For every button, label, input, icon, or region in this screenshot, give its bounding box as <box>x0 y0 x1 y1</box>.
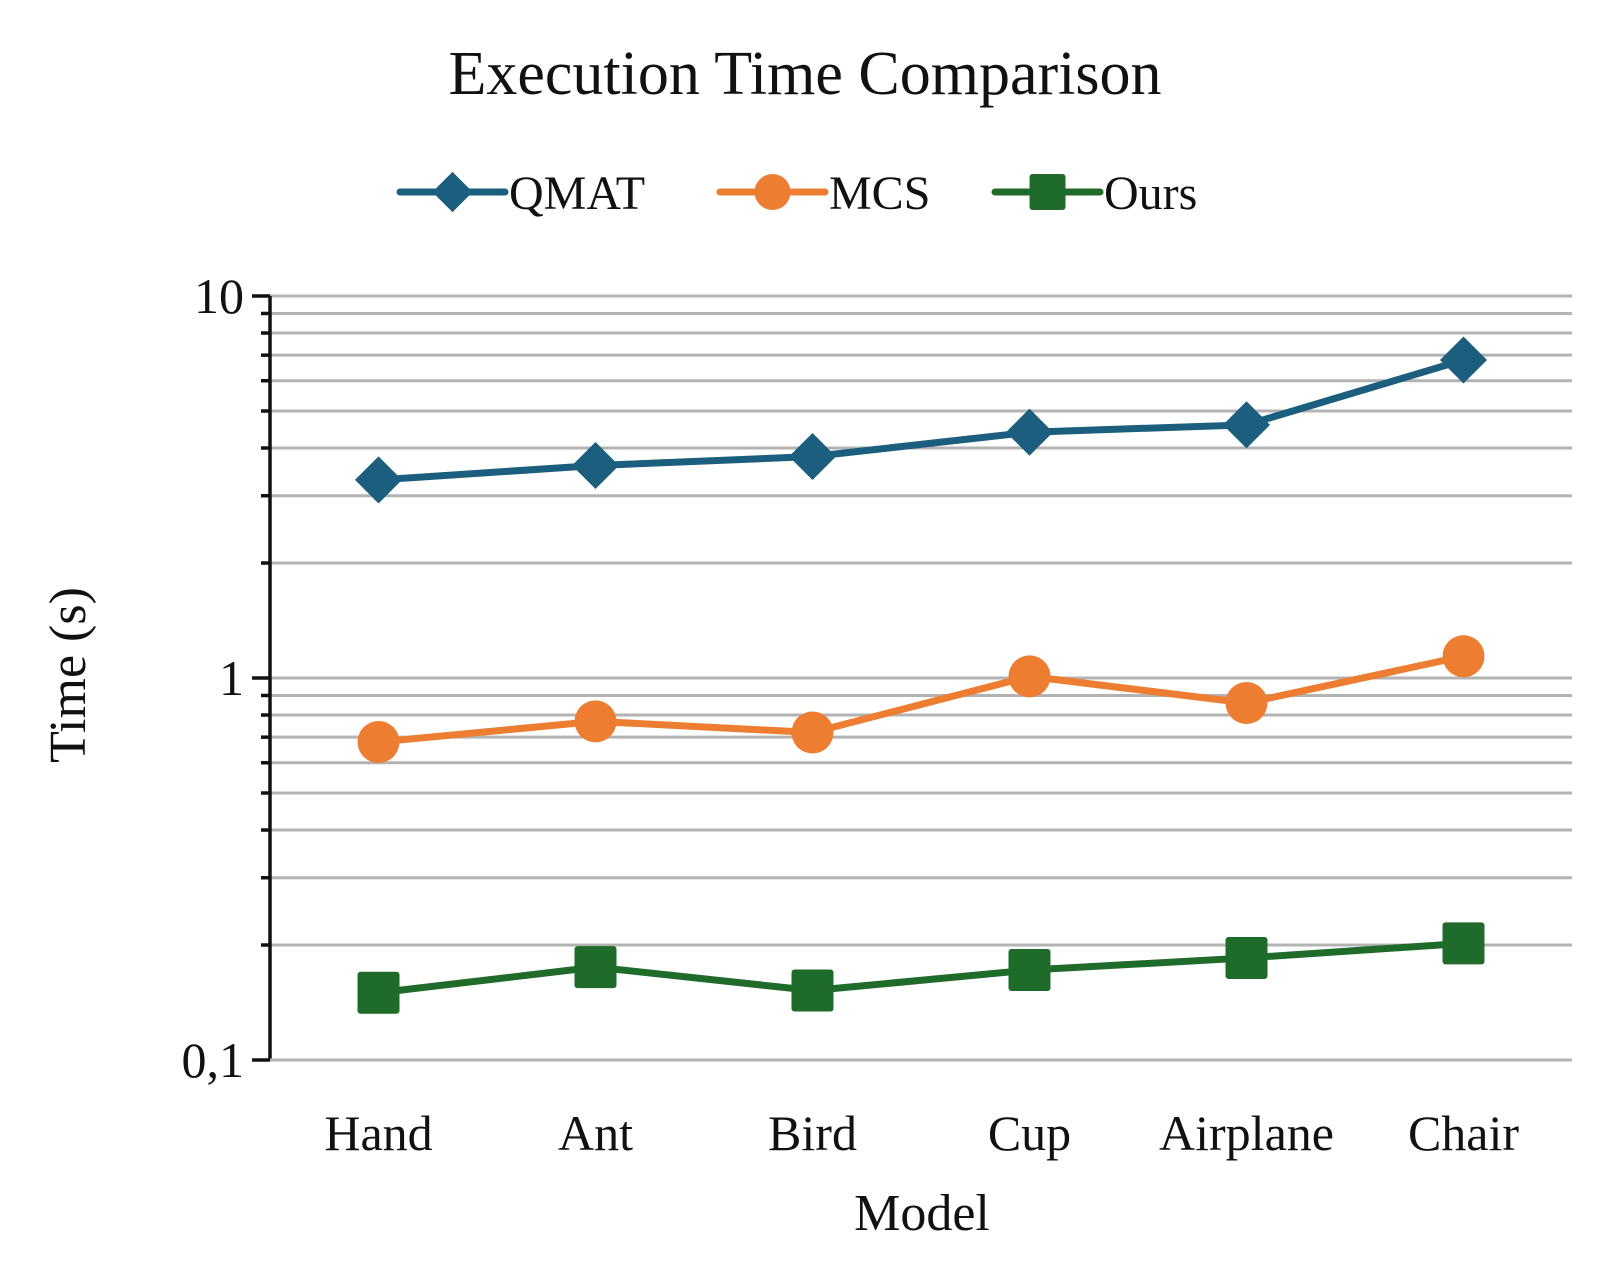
x-axis-label: Model <box>854 1185 990 1242</box>
data-point <box>1005 408 1054 456</box>
data-point <box>357 720 400 763</box>
x-tick-label: Chair <box>1408 1105 1519 1161</box>
data-point <box>791 711 834 754</box>
legend-label: Ours <box>1104 167 1197 220</box>
data-point <box>1442 922 1485 965</box>
x-tick-label: Cup <box>988 1105 1071 1161</box>
legend-marker <box>432 171 473 213</box>
data-point <box>1008 949 1051 992</box>
data-point <box>574 700 617 743</box>
y-axis-label: Time (s) <box>40 587 97 763</box>
legend-label: QMAT <box>509 167 645 220</box>
data-point <box>354 456 403 504</box>
data-point <box>357 971 400 1014</box>
data-point <box>1225 936 1268 979</box>
y-tick-label: 1 <box>219 650 244 706</box>
legend-item-qmat: QMAT <box>396 167 645 220</box>
legend-label: MCS <box>829 167 930 220</box>
chart-title: Execution Time Comparison <box>449 40 1162 108</box>
series-line <box>375 652 1467 746</box>
x-tick-label: Ant <box>558 1105 633 1161</box>
data-point <box>1439 336 1488 384</box>
data-point <box>791 969 834 1012</box>
series-qmat <box>354 336 1488 504</box>
data-point <box>788 433 837 481</box>
x-tick-label: Bird <box>768 1105 857 1161</box>
data-point <box>571 441 620 490</box>
data-point <box>574 946 617 989</box>
series-mcs <box>357 635 1485 763</box>
data-point <box>1442 635 1485 678</box>
legend-marker <box>1029 174 1066 210</box>
x-axis-ticks: Hand Ant Bird Cup Airplane Chair <box>324 1105 1519 1161</box>
y-tick-label: 0,1 <box>182 1032 245 1088</box>
gridlines <box>270 294 1572 947</box>
x-tick-label: Hand <box>324 1105 432 1161</box>
legend-item-mcs: MCS <box>716 167 930 220</box>
data-point <box>1008 655 1051 698</box>
y-tick-label: 10 <box>194 268 244 324</box>
legend-item-ours: Ours <box>991 167 1197 220</box>
series-ours <box>357 922 1485 1014</box>
y-axis-ticks: 0,1 1 10 <box>182 268 270 1088</box>
series-group <box>354 336 1488 1014</box>
series-line <box>375 356 1467 484</box>
legend: QMAT MCS Ours <box>396 167 1197 220</box>
legend-marker <box>754 174 791 210</box>
data-point <box>1222 401 1271 449</box>
series-line <box>375 939 1467 997</box>
x-tick-label: Airplane <box>1159 1105 1334 1161</box>
data-point <box>1225 682 1268 725</box>
